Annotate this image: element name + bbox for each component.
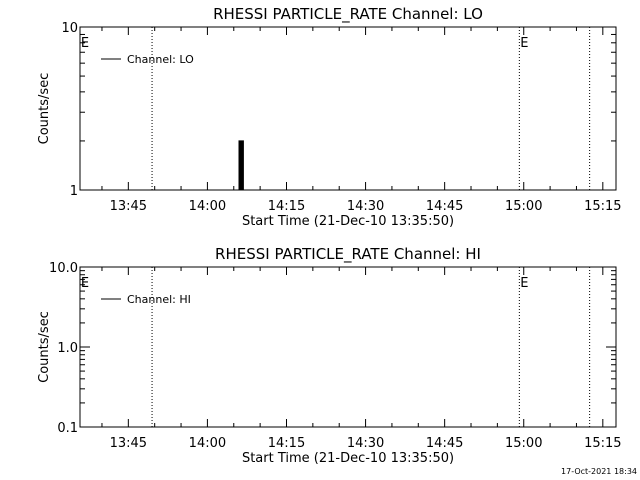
x-tick-label: 13:45 [110,199,147,214]
event-marker-label: E [81,276,89,291]
panel-hi: RHESSI PARTICLE_RATE Channel: HI 13:45 14:… [37,245,622,466]
chart-title: RHESSI PARTICLE_RATE Channel: LO [213,5,483,24]
panel-lo: RHESSI PARTICLE_RATE Channel: LO 13:45 14:… [37,5,622,229]
event-marker-label: E [520,36,528,51]
series-line [238,140,244,191]
x-tick-label: 15:15 [584,436,621,451]
y-tick-label: 10 [61,21,78,36]
x-tick-label: 15:00 [505,436,542,451]
plot-frame [79,26,617,191]
timestamp-text: 17-Oct-2021 18:34 [561,467,637,476]
y-tick-label: 1.0 [57,341,78,356]
legend-label: Channel: HI [127,293,191,306]
x-tick-label: 15:15 [584,199,621,214]
y-axis-label: Counts/sec [37,73,52,145]
x-tick-label: 14:15 [268,199,305,214]
plot-frame [79,266,617,428]
x-tick-label: 15:00 [505,199,542,214]
x-axis-label: Start Time (21-Dec-10 13:35:50) [242,451,454,466]
legend-label: Channel: LO [127,53,194,66]
x-tick-label: 14:30 [347,436,384,451]
x-tick-label: 14:45 [426,436,463,451]
x-tick-label: 13:45 [110,436,147,451]
event-marker-label: E [520,276,528,291]
x-tick-label: 14:30 [347,199,384,214]
event-marker-label: E [81,36,89,51]
y-axis-label: Counts/sec [37,311,52,383]
x-axis-label: Start Time (21-Dec-10 13:35:50) [242,214,454,229]
y-tick-label: 0.1 [57,421,78,436]
y-tick-label: 1 [70,184,78,199]
y-tick-label: 10.0 [49,261,78,276]
x-tick-label: 14:45 [426,199,463,214]
x-tick-label: 14:15 [268,436,305,451]
x-tick-label: 14:00 [189,199,226,214]
chart-title: RHESSI PARTICLE_RATE Channel: HI [215,245,481,264]
x-tick-label: 14:00 [189,436,226,451]
